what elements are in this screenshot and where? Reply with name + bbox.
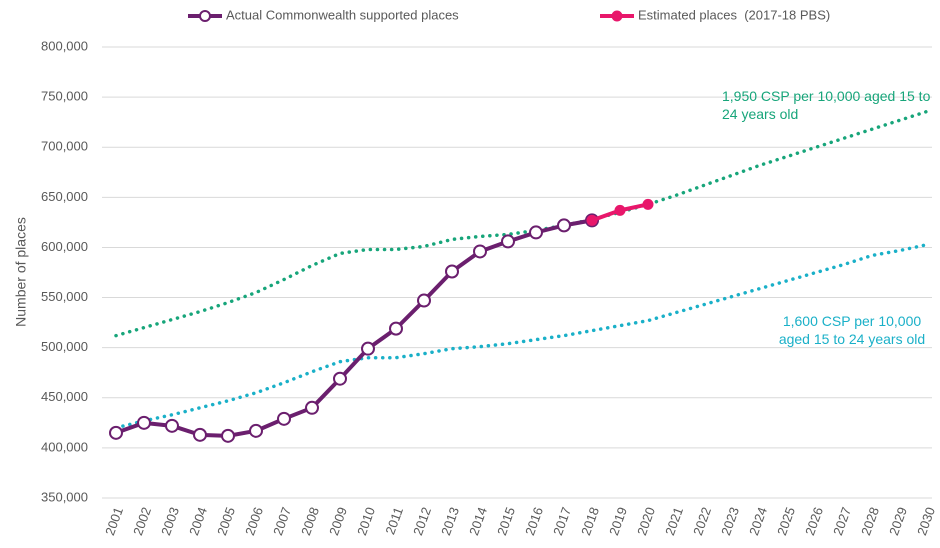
x-tick-label: 2011: [382, 505, 406, 536]
point: [137, 415, 151, 430]
x-tick-label: 2027: [830, 505, 854, 537]
y-tick-label: 800,000: [41, 38, 88, 53]
series-line: [114, 109, 930, 338]
legend-marker: [611, 10, 623, 22]
x-tick-label: 2015: [494, 505, 518, 537]
x-tick-label: 2009: [326, 505, 350, 537]
y-axis-label: Number of places: [13, 217, 29, 327]
x-tick-label: 2019: [606, 505, 630, 537]
x-tick-label: 2029: [886, 505, 910, 537]
y-tick-label: 500,000: [41, 339, 88, 354]
x-tick-label: 2028: [858, 505, 882, 537]
x-tick-label: 2022: [690, 505, 714, 537]
point: [642, 198, 654, 210]
y-tick-label: 450,000: [41, 389, 88, 404]
legend-marker: [199, 10, 211, 22]
x-tick-label: 2025: [774, 505, 798, 537]
y-tick-label: 700,000: [41, 139, 88, 154]
y-tick-label: 750,000: [41, 89, 88, 104]
point: [109, 425, 123, 440]
point: [249, 423, 263, 438]
point: [473, 244, 487, 259]
x-tick-label: 2020: [634, 505, 658, 537]
x-tick-label: 2021: [662, 505, 686, 537]
point: [557, 218, 571, 233]
series-line: [114, 242, 930, 430]
point: [501, 234, 515, 249]
x-tick-label: 2012: [410, 505, 434, 537]
x-tick-label: 2017: [550, 505, 574, 537]
annotation: 1,950 CSP per 10,000 aged 15 to 24 years…: [722, 88, 931, 122]
annotation: 1,600 CSP per 10,000 aged 15 to 24 years…: [778, 313, 926, 347]
x-tick-label: 2003: [158, 505, 182, 537]
legend-label: Actual Commonwealth supported places: [226, 7, 459, 22]
x-tick-label: 2018: [578, 505, 602, 537]
x-tick-label: 2013: [438, 505, 462, 537]
x-tick-label: 2008: [298, 505, 322, 537]
point: [445, 264, 459, 279]
point: [193, 427, 207, 442]
legend-label: Estimated places (2017-18 PBS): [638, 7, 830, 22]
x-tick-label: 2006: [242, 505, 266, 537]
point: [586, 214, 598, 226]
point: [305, 400, 319, 415]
x-tick-label: 2004: [186, 505, 210, 537]
x-tick-label: 2001: [102, 505, 126, 537]
point: [361, 341, 375, 356]
x-tick-label: 2010: [354, 505, 378, 537]
point: [614, 204, 626, 216]
series-line: [114, 218, 594, 438]
x-tick-label: 2026: [802, 505, 826, 537]
x-tick-label: 2002: [130, 505, 154, 537]
point: [333, 371, 347, 386]
x-tick-label: 2030: [914, 505, 938, 537]
x-tick-label: 2024: [746, 505, 770, 537]
y-tick-label: 400,000: [41, 439, 88, 454]
y-tick-label: 600,000: [41, 239, 88, 254]
x-tick-label: 2005: [214, 505, 238, 537]
point: [417, 293, 431, 308]
point: [529, 225, 543, 240]
x-tick-label: 2014: [466, 505, 490, 537]
point: [165, 418, 179, 433]
point: [389, 321, 403, 336]
point: [277, 411, 291, 426]
x-tick-label: 2007: [270, 505, 294, 537]
x-tick-label: 2023: [718, 505, 742, 537]
y-tick-label: 650,000: [41, 189, 88, 204]
x-tick-label: 2016: [522, 505, 546, 537]
y-tick-label: 350,000: [41, 489, 88, 504]
point: [221, 428, 235, 443]
y-tick-label: 550,000: [41, 289, 88, 304]
